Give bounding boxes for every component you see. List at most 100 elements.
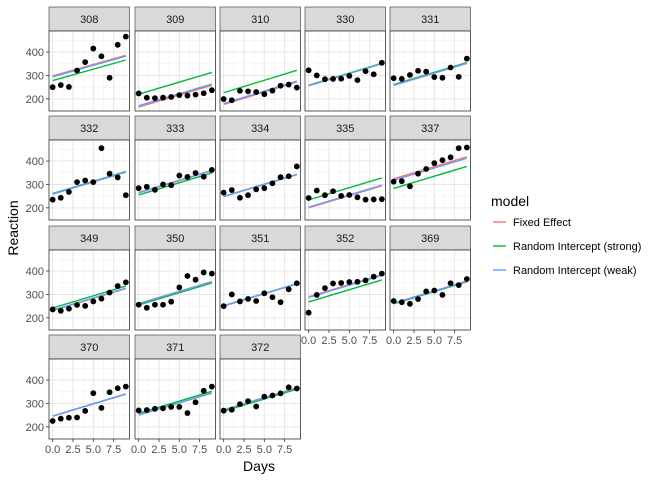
data-point <box>184 410 191 416</box>
facet-strip <box>134 6 216 32</box>
x-tick-label: 0.0 <box>131 444 146 456</box>
data-point <box>168 404 175 410</box>
data-point <box>362 68 369 75</box>
panel-border <box>219 30 301 112</box>
data-point <box>398 76 405 82</box>
data-point <box>152 301 158 308</box>
data-point <box>208 270 215 277</box>
x-axis-title: Days <box>243 458 275 474</box>
panel-border <box>304 249 386 331</box>
facet-panel-352: 352 <box>304 225 386 331</box>
panel-background <box>49 140 130 220</box>
data-point <box>82 408 89 414</box>
data-point <box>122 279 129 286</box>
data-point <box>322 76 328 83</box>
facet-strip <box>134 115 216 141</box>
facet-strip-label: 369 <box>421 233 439 245</box>
data-point <box>200 269 207 276</box>
fit-line-random-intercept-strong <box>308 177 383 201</box>
panel-border <box>48 249 130 331</box>
fit-line-random-intercept-strong <box>223 388 298 412</box>
data-point <box>285 173 292 180</box>
panel-border <box>134 139 216 221</box>
data-point <box>220 189 227 196</box>
facet-strip <box>389 225 471 251</box>
data-point <box>66 84 72 90</box>
data-point <box>143 94 150 101</box>
data-point <box>330 280 336 287</box>
facet-panel-310: 310 <box>219 6 301 112</box>
data-point <box>200 90 207 97</box>
panel-border <box>48 358 130 440</box>
data-point <box>160 301 166 308</box>
y-axis-title: Reaction <box>5 200 21 255</box>
axes: 200 300 400 200 300 400 200 300 400 200 300 400 0.0 2… <box>26 47 463 456</box>
data-point <box>49 306 56 313</box>
panel-background <box>135 359 216 439</box>
data-point <box>237 87 243 94</box>
data-point <box>455 145 462 152</box>
data-point <box>98 53 105 60</box>
data-point <box>245 398 251 405</box>
data-point <box>269 392 276 399</box>
data-point <box>253 403 260 410</box>
fit-line-fixed-effect <box>138 84 213 108</box>
data-point <box>313 292 320 298</box>
data-point <box>277 174 284 181</box>
data-point <box>220 407 227 414</box>
data-point <box>398 178 405 185</box>
data-point <box>407 300 413 307</box>
fit-line-random-intercept-strong <box>138 282 213 306</box>
facet-strip-label: 309 <box>166 14 184 26</box>
data-point <box>122 192 129 199</box>
data-point <box>423 68 430 75</box>
data-point <box>253 89 260 95</box>
facet-strip-label: 370 <box>80 342 98 354</box>
facet-strip <box>389 6 471 32</box>
legend: model Fixed Effect Random Intercept (stro… <box>491 193 641 279</box>
facet-strip-label: 350 <box>166 233 184 245</box>
data-point <box>362 277 369 284</box>
facet-strip <box>134 225 216 251</box>
fit-line-random-intercept-strong <box>223 69 298 94</box>
data-point <box>253 186 260 193</box>
data-point <box>390 75 397 82</box>
legend-label: Fixed Effect <box>513 217 571 229</box>
y-tick-label: 400 <box>26 375 44 387</box>
data-point <box>463 55 470 62</box>
facet-strip <box>48 115 130 141</box>
data-point <box>82 303 89 309</box>
x-tick-label: 2.5 <box>321 335 336 347</box>
facet-strip-label: 332 <box>80 123 98 135</box>
data-point <box>407 72 413 78</box>
legend-entry: Random Intercept (weak) <box>491 262 637 279</box>
facet-strip-label: 330 <box>336 14 354 26</box>
panel-border <box>134 30 216 112</box>
facet-strip-label: 351 <box>251 233 269 245</box>
data-point <box>237 298 243 305</box>
fit-line-fixed-effect <box>393 156 468 180</box>
legend-entry: Random Intercept (strong) <box>491 238 641 255</box>
data-point <box>463 144 470 151</box>
facet-panel-333: 333 <box>134 115 216 221</box>
data-point <box>463 276 470 282</box>
facet-strip-label: 372 <box>251 342 269 354</box>
data-point <box>168 182 175 189</box>
fit-line-fixed-effect <box>52 54 127 77</box>
panel-border <box>389 139 471 221</box>
data-point <box>398 299 405 306</box>
data-point <box>184 92 191 99</box>
data-point <box>228 187 235 193</box>
panel-border <box>304 30 386 112</box>
data-point <box>390 298 397 304</box>
data-point <box>439 292 446 298</box>
facet-strip-label: 333 <box>166 123 184 135</box>
data-point <box>74 414 80 421</box>
panel-border <box>389 249 471 331</box>
panel-border <box>134 249 216 331</box>
facet-panel-331: 331 <box>389 6 471 112</box>
data-point <box>245 88 251 95</box>
data-point <box>322 192 328 199</box>
facet-panel-334: 334 <box>219 115 301 221</box>
fit-line-random-intercept-weak <box>393 157 468 181</box>
